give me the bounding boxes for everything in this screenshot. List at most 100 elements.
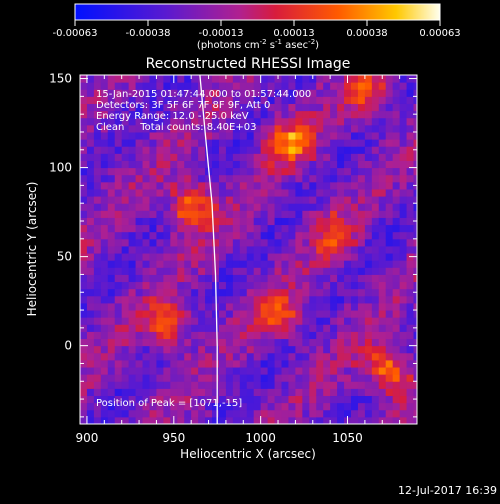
colorbar-tick-label: 0.00013: [273, 28, 314, 39]
heatmap-cell: [198, 75, 206, 83]
heatmap-cell: [100, 388, 109, 397]
heatmap-cell: [86, 167, 95, 176]
heatmap-cell: [142, 167, 150, 176]
heatmap-cell: [177, 381, 185, 389]
heatmap-cell: [177, 281, 185, 290]
heatmap-cell: [198, 181, 206, 190]
heatmap-cell: [406, 402, 415, 411]
heatmap-cell: [93, 196, 102, 204]
heatmap-cell: [350, 110, 359, 119]
heatmap-cell: [378, 409, 387, 418]
heatmap-cell: [191, 153, 199, 161]
heatmap-cell: [86, 245, 95, 254]
heatmap-cell: [392, 388, 401, 397]
heatmap-cell: [93, 260, 102, 268]
heatmap-cell: [100, 395, 109, 404]
heatmap-cell: [100, 409, 109, 418]
x-tick-label: 1050: [332, 431, 363, 445]
heatmap-cell: [198, 274, 206, 283]
heatmap-cell: [128, 153, 137, 161]
heatmap-cell: [295, 359, 303, 368]
heatmap-cell: [344, 331, 352, 340]
heatmap-cell: [330, 359, 338, 368]
heatmap-cell: [399, 253, 408, 261]
heatmap-cell: [128, 231, 137, 240]
heatmap-cell: [184, 352, 192, 361]
heatmap-cell: [156, 217, 164, 226]
heatmap-cell: [121, 89, 130, 97]
heatmap-cell: [281, 174, 289, 183]
heatmap-cell: [246, 224, 255, 233]
heatmap-cell: [413, 381, 417, 389]
heatmap-cell: [378, 139, 387, 147]
heatmap-cell: [413, 203, 417, 211]
heatmap-cell: [163, 331, 171, 340]
y-tick-label: 150: [49, 72, 72, 86]
heatmap-cell: [337, 267, 345, 275]
heatmap-cell: [330, 324, 338, 332]
heatmap-cell: [371, 188, 380, 197]
heatmap-cell: [253, 181, 262, 190]
heatmap-cell: [399, 139, 408, 147]
heatmap-cell: [191, 281, 199, 290]
heatmap-cell: [100, 359, 109, 368]
heatmap-cell: [267, 331, 276, 340]
heatmap-cell: [302, 210, 310, 218]
heatmap-cell: [344, 274, 352, 283]
heatmap-cell: [337, 317, 345, 325]
heatmap-cell: [281, 75, 289, 83]
heatmap-cell: [337, 181, 345, 190]
heatmap-cell: [218, 117, 227, 126]
heatmap-cell: [128, 352, 137, 361]
heatmap-cell: [232, 402, 241, 411]
heatmap-cell: [378, 402, 387, 411]
heatmap-cell: [114, 124, 123, 133]
heatmap-cell: [295, 245, 303, 254]
heatmap-cell: [191, 124, 199, 133]
heatmap-cell: [364, 367, 373, 375]
heatmap-cell: [399, 245, 408, 254]
heatmap-cell: [399, 103, 408, 112]
heatmap-cell: [232, 203, 241, 211]
heatmap-cell: [232, 345, 241, 354]
heatmap-cell: [274, 89, 283, 97]
heatmap-cell: [239, 388, 248, 397]
heatmap-cell: [288, 352, 296, 361]
heatmap-cell: [288, 253, 296, 261]
heatmap-cell: [225, 203, 234, 211]
heatmap-cell: [232, 352, 241, 361]
heatmap-cell: [107, 310, 116, 318]
heatmap-cell: [295, 324, 303, 332]
heatmap-cell: [330, 224, 338, 233]
heatmap-cell: [413, 245, 417, 254]
heatmap-cell: [309, 388, 317, 397]
heatmap-cell: [218, 196, 227, 204]
heatmap-cell: [350, 302, 359, 311]
heatmap-cell: [205, 302, 213, 311]
heatmap-cell: [302, 217, 310, 226]
heatmap-cell: [267, 174, 276, 183]
heatmap-cell: [357, 160, 366, 169]
heatmap-cell: [385, 210, 394, 218]
heatmap-cell: [232, 416, 241, 424]
heatmap-cell: [350, 253, 359, 261]
heatmap-cell: [86, 267, 95, 275]
heatmap-cell: [121, 103, 130, 112]
heatmap-cell: [302, 416, 310, 424]
heatmap-cell: [323, 260, 331, 268]
heatmap-cell: [232, 295, 241, 304]
heatmap-cell: [239, 124, 248, 133]
heatmap-cell: [177, 167, 185, 176]
heatmap-cell: [107, 331, 116, 340]
heatmap-cell: [205, 89, 213, 97]
heatmap-cell: [205, 288, 213, 297]
heatmap-cell: [205, 281, 213, 290]
heatmap-cell: [350, 181, 359, 190]
heatmap-cell: [350, 324, 359, 332]
heatmap-cell: [337, 217, 345, 226]
heatmap-cell: [288, 124, 296, 133]
heatmap-cell: [392, 381, 401, 389]
heatmap-cell: [399, 274, 408, 283]
heatmap-cell: [156, 281, 164, 290]
heatmap-cell: [253, 274, 262, 283]
